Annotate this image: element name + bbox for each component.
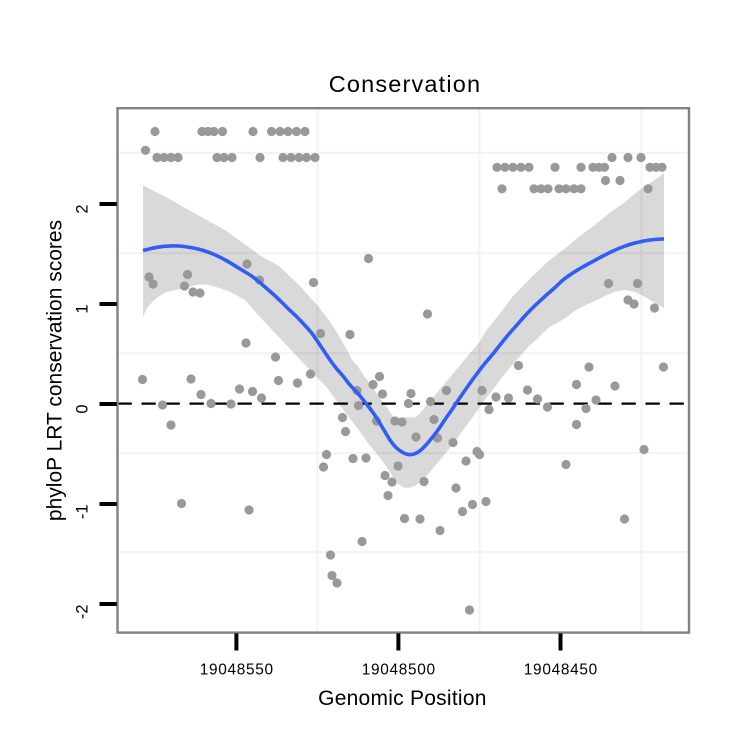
svg-text:19048550: 19048550	[200, 662, 274, 679]
svg-text:Conservation: Conservation	[329, 71, 481, 97]
svg-text:phyloP LRT conservation scores: phyloP LRT conservation scores	[44, 220, 67, 521]
svg-text:0: 0	[73, 405, 91, 414]
svg-text:19048450: 19048450	[524, 662, 598, 679]
svg-text:-1: -1	[73, 505, 91, 520]
svg-text:1: 1	[73, 305, 91, 314]
svg-text:-2: -2	[73, 605, 91, 620]
svg-text:Genomic Position: Genomic Position	[318, 687, 487, 710]
svg-text:2: 2	[73, 205, 91, 214]
svg-text:19048500: 19048500	[362, 662, 436, 679]
